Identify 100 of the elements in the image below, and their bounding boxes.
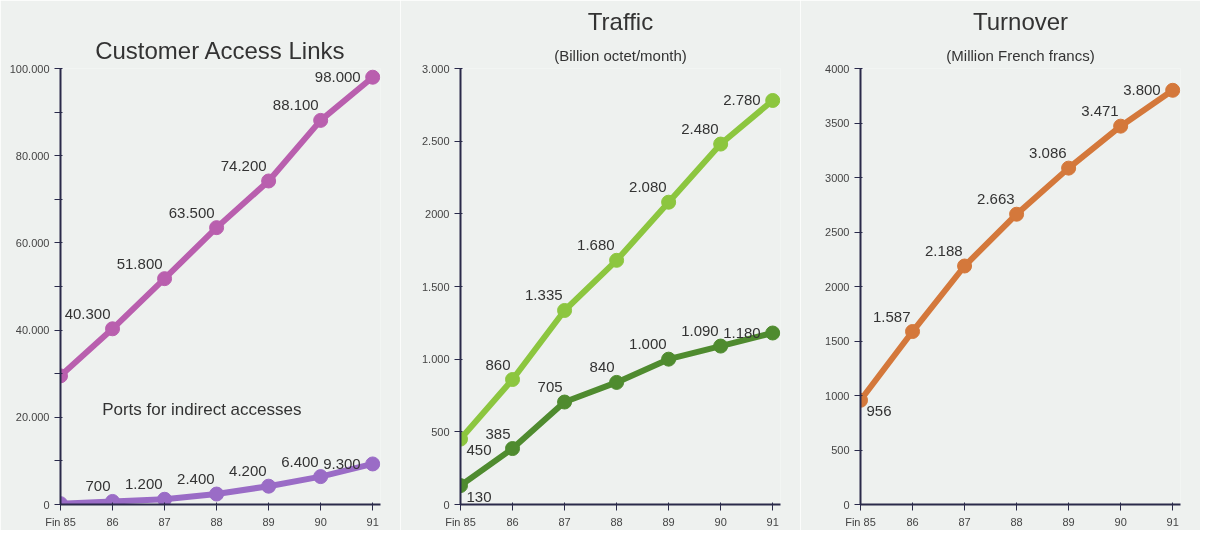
data-label: 705 [537, 378, 563, 396]
x-tick-label: 88 [1010, 515, 1023, 528]
x-tick-label: 87 [158, 515, 171, 528]
text: Ports for indirect accesses [102, 399, 302, 419]
x-tick-label: 86 [106, 515, 119, 528]
x-tick-label: Fin 85 [45, 515, 76, 528]
data-label: 956 [866, 402, 892, 420]
x-tick-label: 91 [1166, 515, 1179, 528]
point [905, 324, 921, 339]
point [1113, 118, 1129, 134]
y-tick-label: 3000 [825, 171, 850, 184]
data-label: 450 [466, 441, 492, 459]
data-label: 385 [485, 424, 511, 442]
point [609, 374, 625, 390]
data-label: 3.800 [1123, 81, 1161, 99]
y-tick-label: 0 [43, 498, 50, 511]
point [365, 456, 381, 472]
x-tick-label: 86 [906, 515, 919, 528]
data-label: 4.200 [229, 462, 267, 480]
y-tick-label: 20.000 [15, 411, 50, 424]
data-label: 98.000 [314, 68, 361, 86]
data-label: 2.188 [925, 242, 963, 260]
data-label: 130 [466, 487, 492, 505]
data-label: 2.480 [681, 120, 719, 138]
point [1061, 160, 1077, 176]
y-tick-label: 2000 [825, 280, 850, 293]
data-label: 1.180 [723, 324, 761, 342]
point [765, 325, 781, 341]
y-tick-label: 60.000 [15, 236, 50, 249]
data-label: 2.780 [723, 91, 761, 109]
data-label: 1.680 [577, 236, 615, 254]
data-label: 40.300 [64, 304, 111, 322]
point [609, 252, 625, 268]
data-label: 840 [589, 358, 615, 376]
point [557, 394, 573, 410]
y-tick-label: 100.000 [9, 62, 50, 75]
x-tick-label: 89 [1062, 515, 1075, 528]
data-label: 1.587 [873, 307, 911, 325]
data-label: 3.086 [1029, 144, 1067, 162]
y-tick-label: 0 [443, 498, 450, 511]
point [765, 92, 781, 108]
point [661, 194, 677, 210]
y-tick-label: 2000 [425, 207, 450, 220]
chart-title: Customer Access Links [95, 36, 345, 64]
point [557, 302, 573, 318]
point [313, 112, 329, 128]
data-label: 63.500 [168, 203, 215, 221]
y-tick-label: 1500 [825, 335, 850, 347]
y-tick-label: 500 [831, 444, 850, 456]
chart-subtitle: (Million French francs) [946, 46, 1095, 64]
point [957, 258, 973, 274]
chart-title: Turnover [972, 7, 1069, 35]
y-tick-label: 1.500 [421, 280, 450, 293]
data-label: 700 [85, 477, 111, 495]
x-tick-label: 90 [1114, 515, 1127, 528]
x-tick-label: 86 [506, 515, 519, 528]
data-label: 1.200 [125, 475, 163, 493]
x-tick-label: 91 [366, 515, 379, 528]
point [661, 351, 677, 367]
data-label: 9.300 [323, 454, 361, 472]
y-tick-label: 500 [431, 425, 450, 438]
data-label: 6.400 [281, 452, 319, 470]
y-tick-label: 1.000 [421, 353, 450, 366]
chart-title: Traffic [587, 7, 654, 35]
point [105, 321, 121, 337]
x-tick-label: Fin 85 [445, 515, 476, 528]
x-tick-label: 90 [314, 515, 327, 528]
point [713, 136, 729, 152]
point [365, 69, 381, 85]
data-label: 1.335 [525, 286, 563, 304]
y-tick-label: 80.000 [15, 149, 50, 162]
data-label: 74.200 [220, 156, 267, 174]
data-label: 1.000 [629, 335, 667, 353]
data-label: 2.663 [977, 190, 1015, 208]
data-label: 860 [485, 355, 511, 373]
data-label: 1.090 [681, 322, 719, 340]
point [1009, 206, 1025, 222]
y-tick-label: 4000 [825, 62, 850, 75]
x-tick-label: Fin 85 [845, 515, 876, 528]
point [157, 271, 173, 287]
data-label: 51.800 [116, 254, 163, 272]
point [313, 469, 329, 485]
y-tick-label: 0 [843, 498, 850, 511]
x-tick-label: 87 [558, 515, 571, 528]
point [261, 173, 277, 189]
point [505, 372, 521, 387]
point [505, 441, 521, 457]
data-label: 2.400 [177, 470, 215, 488]
y-tick-label: 40.000 [15, 324, 50, 337]
x-tick-label: 89 [262, 515, 275, 528]
y-tick-label: 3500 [825, 117, 850, 129]
x-tick-label: 89 [662, 515, 675, 528]
point [209, 486, 225, 502]
point [713, 338, 729, 354]
chart-subtitle: (Billion octet/month) [554, 46, 687, 64]
x-tick-label: 88 [210, 515, 223, 528]
y-tick-label: 3.000 [421, 62, 450, 75]
x-tick-label: 87 [958, 515, 971, 528]
y-tick-label: 2.500 [421, 135, 450, 148]
y-tick-label: 2500 [825, 226, 850, 238]
